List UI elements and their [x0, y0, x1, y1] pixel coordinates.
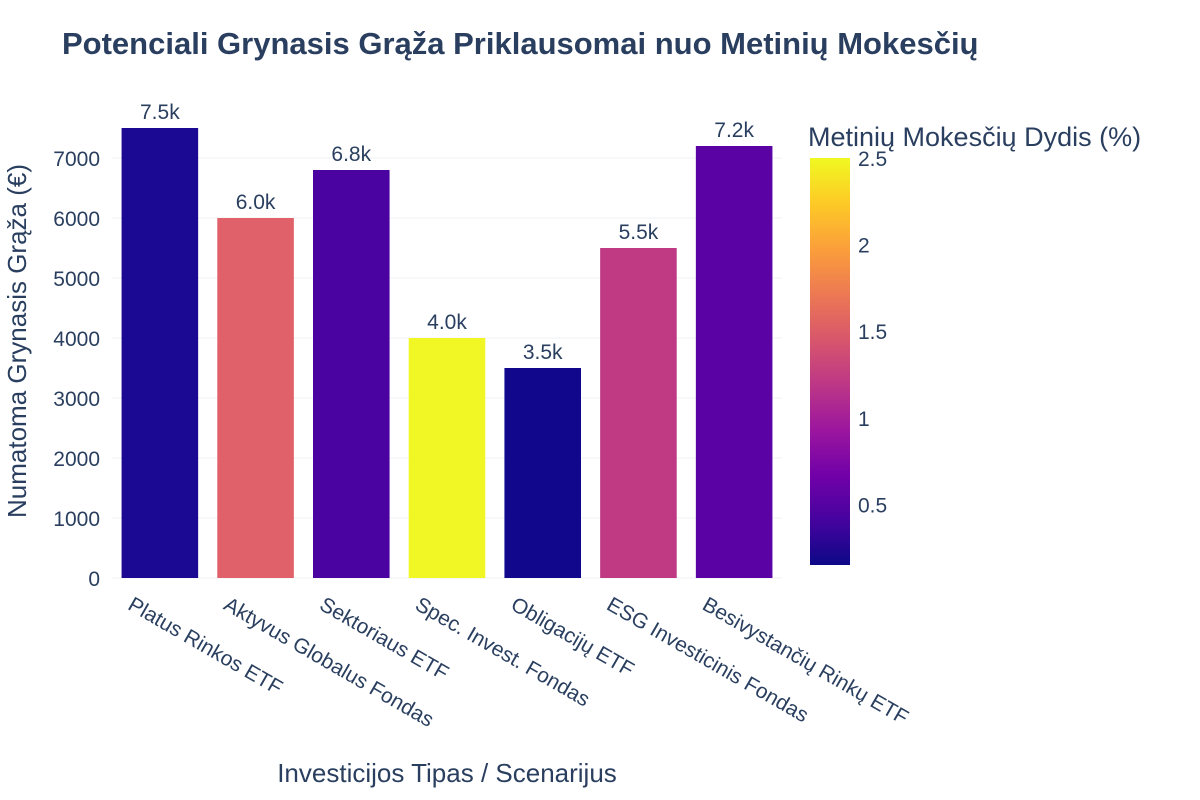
colorbar-title: Metinių Mokesčių Dydis (%) — [808, 122, 1141, 152]
colorbar-tick-label: 2 — [858, 235, 870, 258]
bars: 7.5k 6.0k 6.8k 4.0k 3.5k 5.5k 7.2k — [121, 101, 773, 578]
chart-title: Potenciali Grynasis Grąža Priklausomai n… — [62, 26, 979, 61]
y-tick-label: 2000 — [53, 448, 100, 471]
bar-value-label: 6.8k — [331, 143, 371, 166]
bar-value-label: 4.0k — [427, 311, 467, 334]
bar[interactable] — [695, 146, 773, 578]
bar[interactable] — [217, 218, 294, 578]
y-tick-label: 6000 — [53, 208, 100, 231]
y-tick-label: 5000 — [53, 268, 100, 291]
x-tick-label: Platus Rinkos ETF — [124, 593, 286, 700]
bar-value-label: 7.5k — [140, 101, 180, 124]
bar[interactable] — [408, 338, 486, 578]
y-tick-label: 7000 — [53, 148, 100, 171]
colorbar-gradient — [810, 158, 850, 565]
colorbar-ticks: 0.5 1 1.5 2 2.5 — [858, 148, 887, 517]
colorbar-tick-label: 0.5 — [858, 494, 887, 517]
y-tick-label: 1000 — [53, 508, 100, 531]
y-tick-label: 3000 — [53, 388, 100, 411]
bar-value-label: 7.2k — [714, 119, 754, 142]
bar[interactable] — [121, 128, 199, 578]
y-tick-label: 4000 — [53, 328, 100, 351]
colorbar: Metinių Mokesčių Dydis (%) 0.5 1 1.5 2 2.5 — [808, 122, 1141, 565]
x-tick-label: Spec. Invest. Fondas — [411, 593, 593, 712]
colorbar-tick-label: 2.5 — [858, 148, 887, 171]
bar[interactable] — [313, 170, 390, 578]
x-axis-title: Investicijos Tipas / Scenarijus — [277, 758, 617, 788]
bar-value-label: 5.5k — [619, 221, 659, 244]
y-tick-label: 0 — [88, 568, 100, 591]
bar[interactable] — [504, 368, 581, 578]
colorbar-tick-label: 1.5 — [858, 321, 887, 344]
bar-value-label: 6.0k — [236, 191, 276, 214]
y-axis-title: Numatoma Grynasis Grąža (€) — [2, 164, 32, 518]
y-axis-ticks: 0 1000 2000 3000 4000 5000 6000 7000 — [53, 148, 100, 591]
colorbar-tick-label: 1 — [858, 408, 870, 431]
bar-value-label: 3.5k — [523, 341, 563, 364]
bar[interactable] — [600, 248, 677, 578]
